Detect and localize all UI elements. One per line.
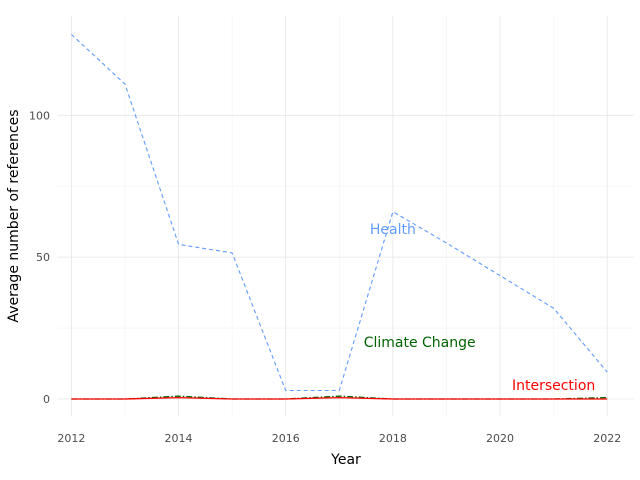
- series-line-health: [71, 33, 608, 392]
- series-line-climate-change: [71, 395, 608, 400]
- series-label-climate-change: Climate Change: [364, 335, 476, 351]
- x-tick-label: 2020: [486, 432, 514, 445]
- series-lines: [71, 33, 608, 400]
- x-tick-label: 2012: [57, 432, 85, 445]
- y-tick-label: 50: [36, 251, 50, 264]
- minor-gridlines: [58, 16, 634, 416]
- y-axis-title: Average number of references: [6, 109, 22, 322]
- series-label-intersection: Intersection: [512, 378, 595, 394]
- x-tick-label: 2018: [379, 432, 407, 445]
- y-axis-tick-labels: 0 50 100: [29, 109, 50, 406]
- y-tick-label: 0: [43, 393, 50, 406]
- series-labels: Health Climate Change Intersection: [364, 222, 596, 394]
- y-tick-label: 100: [29, 109, 50, 122]
- x-axis-title: Year: [330, 452, 361, 468]
- x-tick-label: 2014: [165, 432, 193, 445]
- x-tick-label: 2022: [593, 432, 621, 445]
- major-gridlines: [58, 16, 634, 416]
- series-line-intersection: [71, 396, 608, 400]
- x-tick-label: 2016: [272, 432, 300, 445]
- x-axis-tick-labels: 2012 2014 2016 2018 2020 2022: [57, 432, 621, 445]
- series-label-health: Health: [370, 222, 416, 238]
